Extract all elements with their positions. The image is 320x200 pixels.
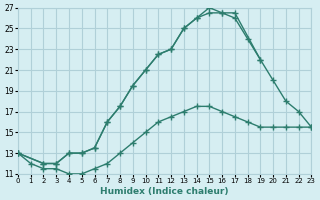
X-axis label: Humidex (Indice chaleur): Humidex (Indice chaleur) [100,187,229,196]
